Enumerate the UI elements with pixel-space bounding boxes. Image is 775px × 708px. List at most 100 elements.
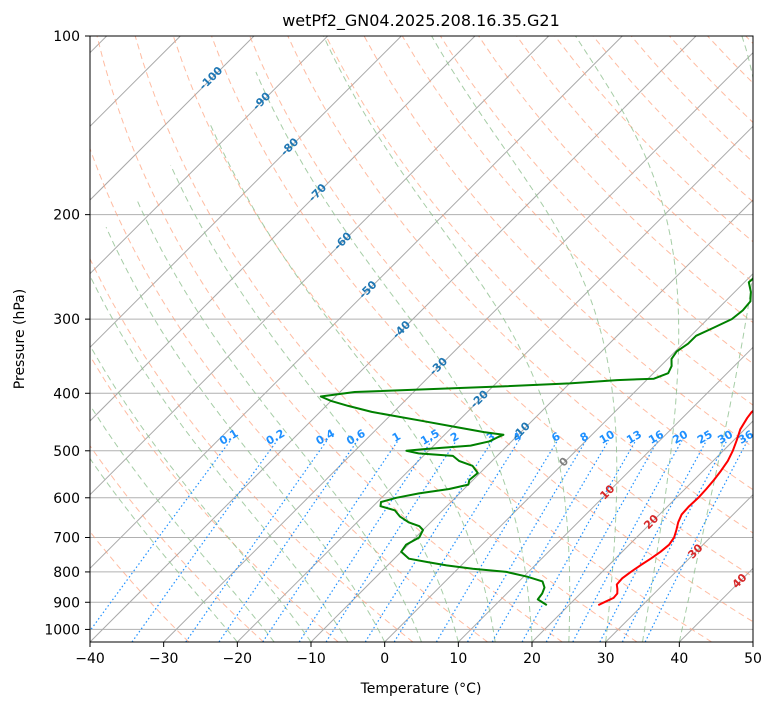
y-axis-ticks: 100 200 300 400 500 600 700 800 900 1000: [44, 29, 90, 638]
moist-adiabat: [90, 274, 349, 642]
dry-adiabat: [90, 444, 264, 642]
dry-adiabat: [287, 36, 753, 534]
x-tick-label: 10: [449, 651, 467, 667]
dry-adiabat: [554, 36, 753, 243]
isotherm-label: -60: [331, 229, 354, 252]
isotherm-label: -30: [427, 355, 450, 378]
x-tick-label: −40: [75, 651, 105, 667]
x-axis-label: Temperature (°C): [360, 681, 482, 697]
isotherm-line: [90, 36, 402, 349]
dry-adiabat: [707, 36, 753, 84]
y-axis-label: Pressure (hPa): [12, 289, 28, 389]
moist-adiabat: [209, 122, 496, 642]
mixing-ratio-line: [131, 439, 278, 642]
isotherm-label: -40: [390, 318, 413, 341]
isotherms: [90, 36, 753, 642]
y-tick-label: 800: [53, 565, 80, 581]
x-tick-label: 20: [523, 651, 541, 667]
mixing-ratio-line: [521, 439, 637, 642]
dry-adiabat: [249, 36, 753, 578]
isotherm-line: [752, 641, 753, 642]
dry-adiabat: [516, 36, 753, 283]
dry-adiabat: [478, 36, 753, 324]
x-tick-label: 40: [670, 651, 688, 667]
y-tick-label: 500: [53, 444, 80, 460]
y-tick-label: 1000: [44, 622, 80, 638]
sounding-series: [319, 277, 753, 607]
moist-adiabats: [90, 36, 753, 642]
mixing-ratio-line: [298, 439, 433, 642]
moist-adiabat: [137, 201, 422, 642]
dry-adiabat: [96, 36, 563, 642]
isotherm-line: [163, 51, 753, 642]
isotherm-line: [90, 36, 476, 422]
mixing-ratio-line: [545, 439, 659, 642]
moist-adiabat: [323, 36, 571, 642]
mixing-ratio-line: [644, 440, 749, 642]
mixing-ratio-label: 16: [646, 428, 666, 447]
isotherm-label: -100: [197, 64, 226, 93]
dry-adiabat: [325, 36, 753, 491]
isotherm-line: [90, 36, 697, 642]
moist-adiabat: [678, 36, 753, 642]
mixing-ratio-label: 0.6: [344, 427, 368, 448]
moist-adiabat: [90, 457, 238, 642]
x-tick-label: −10: [296, 651, 326, 667]
isotherm-line: [384, 272, 753, 642]
mixing-ratio-line: [185, 439, 328, 642]
mixing-ratio-label: 1.5: [418, 427, 441, 448]
isotherm-line: [605, 493, 753, 642]
mixing-ratio-line: [572, 440, 683, 642]
mixing-ratio-line: [599, 440, 708, 642]
y-tick-label: 400: [53, 386, 80, 402]
dry-adiabat: [745, 36, 753, 45]
mixing-ratio-line: [466, 439, 587, 642]
x-tick-label: 0: [380, 651, 389, 667]
mixing-ratio-line: [621, 440, 728, 642]
y-tick-label: 100: [53, 29, 80, 45]
y-tick-label: 200: [53, 208, 80, 224]
mixing-ratio-line: [393, 439, 520, 642]
temperature-profile: [597, 409, 753, 607]
isotherm-line: [457, 346, 753, 642]
moist-adiabat: [90, 344, 312, 642]
moist-adiabat: [575, 36, 680, 642]
dry-adiabat: [134, 36, 638, 642]
mixing-ratio-label: 13: [624, 428, 644, 447]
isotherm-line: [90, 36, 623, 570]
isotherm-label: 40: [730, 571, 750, 591]
x-axis-ticks: −40 −30 −20 −10 0 10 20 30 40 50: [75, 642, 762, 667]
dry-adiabat: [90, 147, 488, 642]
mixing-ratio-label: 10: [597, 428, 617, 447]
mixing-ratio-line: [364, 439, 494, 642]
moist-adiabat: [105, 226, 386, 642]
moist-adiabat: [90, 404, 275, 642]
isotherm-label: 30: [685, 541, 705, 561]
dry-adiabat: [172, 36, 712, 642]
dewpoint-profile: [319, 277, 753, 606]
isotherm-line: [90, 36, 255, 201]
isotherm-line: [531, 420, 753, 642]
x-tick-label: −30: [149, 651, 179, 667]
isotherm-line: [90, 36, 550, 496]
mixing-ratio-label: 0.1: [217, 427, 240, 448]
chart-title: wetPf2_GN04.2025.208.16.35.G21: [282, 11, 560, 31]
dry-adiabat: [90, 257, 414, 642]
y-tick-label: 300: [53, 312, 80, 328]
y-tick-label: 600: [53, 491, 80, 507]
mixing-ratio-label: 0.4: [314, 427, 338, 448]
mixing-ratio-line: [90, 439, 232, 632]
x-tick-label: −20: [223, 651, 253, 667]
x-tick-label: 50: [744, 651, 762, 667]
y-tick-label: 900: [53, 595, 80, 611]
isotherm-line: [310, 199, 753, 642]
mixing-ratio-line: [262, 439, 399, 642]
dry-adiabat: [211, 36, 753, 623]
mixing-ratio-line: [491, 439, 610, 642]
mixing-ratio-label: 2: [448, 430, 461, 445]
mixing-ratio-label: 30: [715, 428, 735, 447]
dry-adiabat: [439, 36, 753, 365]
dry-adiabat: [592, 36, 753, 203]
isotherm-label: -90: [250, 89, 273, 112]
